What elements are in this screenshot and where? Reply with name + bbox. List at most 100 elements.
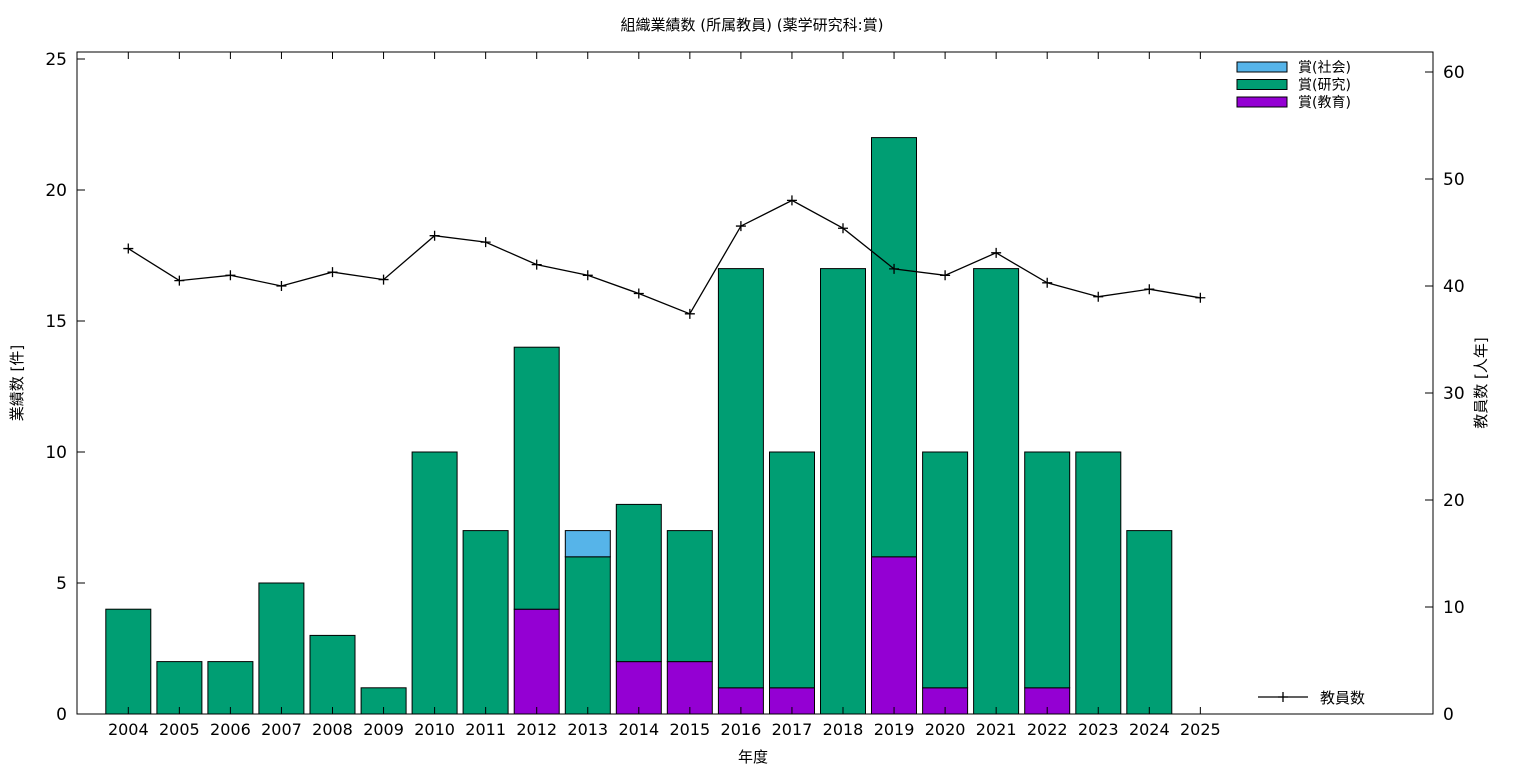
legend-swatch-1	[1236, 79, 1288, 90]
point-teachers-2016	[735, 221, 746, 232]
bar-2016-series-1	[717, 268, 764, 689]
x-tick-label-2005: 2005	[159, 720, 200, 739]
bar-2021-series-1	[973, 268, 1020, 715]
bar-2023-series-1	[1075, 451, 1122, 715]
bar-2022-series-1	[1024, 451, 1071, 689]
x-tick-label-2015: 2015	[669, 720, 710, 739]
x-tick-label-2022: 2022	[1027, 720, 1068, 739]
y2-axis-label: 教員数 [人年]	[1472, 337, 1490, 428]
y-tick-label-10: 10	[45, 443, 67, 463]
point-teachers-2021	[991, 247, 1002, 258]
legend-label-2: 賞(教育)	[1298, 95, 1351, 111]
x-tick-label-2016: 2016	[721, 720, 762, 739]
x-tick-label-2011: 2011	[465, 720, 506, 739]
x-tick-label-2013: 2013	[567, 720, 608, 739]
bar-2017-series-1	[769, 451, 815, 689]
y2-tick-label-20: 20	[1443, 491, 1465, 511]
y2-tick-label-60: 60	[1443, 63, 1465, 83]
point-teachers-2025	[1195, 292, 1206, 303]
bar-2019-series-1	[871, 137, 917, 558]
bar-2013-series-2	[564, 530, 611, 558]
legend: 賞(社会) 賞(研究)賞(教育) 教員数	[1236, 60, 1365, 707]
point-teachers-2024	[1144, 284, 1155, 295]
y-tick-label-15: 15	[45, 312, 67, 332]
x-tick-label-2009: 2009	[363, 720, 404, 739]
legend-marker-teachers	[1278, 692, 1288, 702]
point-teachers-2009	[378, 274, 389, 285]
bar-2013-series-1	[564, 556, 611, 715]
point-teachers-2011	[480, 237, 491, 248]
y2-tick-label-40: 40	[1443, 277, 1465, 297]
bar-2008-series-1	[309, 634, 356, 715]
bar-2007-series-1	[258, 582, 305, 715]
y-tick-label-25: 25	[45, 50, 67, 70]
x-axis-label: 年度	[738, 748, 768, 766]
y2-tick-label-50: 50	[1443, 170, 1465, 190]
bar-2020-series-1	[922, 451, 969, 689]
x-tick-label-2010: 2010	[414, 720, 455, 739]
point-teachers-2015	[684, 308, 695, 319]
bar-2015-series-1	[666, 530, 713, 663]
y2-tick-label-10: 10	[1443, 598, 1465, 618]
y-tick-label-0: 0	[56, 705, 67, 725]
bar-2019-series-0	[871, 556, 917, 715]
x-tick-label-2025: 2025	[1180, 720, 1221, 739]
x-tick-label-2018: 2018	[823, 720, 864, 739]
point-teachers-2017	[786, 195, 797, 206]
point-teachers-2018	[838, 223, 848, 234]
x-tick-label-2019: 2019	[874, 720, 915, 739]
bar-2004-series-1	[105, 608, 152, 715]
legend-label-teachers: 教員数	[1320, 689, 1365, 707]
point-teachers-2020	[940, 270, 951, 281]
point-teachers-2010	[429, 230, 440, 241]
legend-label-0: 賞(社会)	[1298, 60, 1351, 76]
bar-2011-series-1	[462, 530, 509, 715]
y2-tick-label-0: 0	[1443, 705, 1454, 725]
bar-2024-series-1	[1126, 530, 1173, 715]
bar-2014-series-0	[615, 661, 662, 715]
legend-label-1: 賞(研究)	[1298, 78, 1351, 94]
point-teachers-2008	[327, 267, 338, 278]
line-teachers	[127, 199, 1201, 315]
x-tick-label-2006: 2006	[210, 720, 251, 739]
x-tick-label-2012: 2012	[516, 720, 557, 739]
bar-2014-series-1	[615, 503, 662, 663]
point-teachers-2005	[174, 275, 185, 286]
legend-swatch-2	[1236, 96, 1288, 108]
line-layer	[123, 195, 1206, 319]
x-tick-label-2017: 2017	[772, 720, 813, 739]
point-teachers-2013	[582, 270, 593, 281]
point-teachers-2004	[123, 243, 134, 254]
y-tick-label-20: 20	[45, 181, 67, 201]
point-teachers-2019	[889, 263, 900, 274]
bar-2006-series-1	[207, 661, 254, 715]
x-tick-label-2014: 2014	[618, 720, 659, 739]
bars-layer	[105, 137, 1173, 715]
x-tick-label-2021: 2021	[976, 720, 1017, 739]
bar-2012-series-0	[513, 608, 560, 715]
y-tick-label-5: 5	[56, 574, 67, 594]
bar-2012-series-1	[513, 346, 560, 610]
legend-swatch-0	[1236, 61, 1288, 73]
point-teachers-2014	[633, 288, 644, 299]
x-tick-label-2023: 2023	[1078, 720, 1119, 739]
point-teachers-2022	[1042, 277, 1053, 288]
point-teachers-2012	[531, 259, 542, 270]
x-tick-label-2007: 2007	[261, 720, 302, 739]
x-tick-label-2024: 2024	[1129, 720, 1170, 739]
x-tick-label-2004: 2004	[108, 720, 149, 739]
point-teachers-2006	[225, 270, 236, 281]
chart-title: 組織業績数 (所属教員) (薬学研究科:賞)	[621, 16, 884, 34]
y2-tick-label-30: 30	[1443, 384, 1465, 404]
point-teachers-2007	[276, 281, 287, 291]
bar-2005-series-1	[156, 661, 203, 715]
x-tick-label-2008: 2008	[312, 720, 353, 739]
y-axis-label: 業績数 [件]	[8, 345, 26, 421]
bar-2015-series-0	[666, 661, 713, 715]
x-tick-label-2020: 2020	[925, 720, 966, 739]
point-teachers-2023	[1093, 291, 1104, 302]
bar-2018-series-1	[820, 268, 866, 715]
bar-2010-series-1	[411, 451, 458, 715]
